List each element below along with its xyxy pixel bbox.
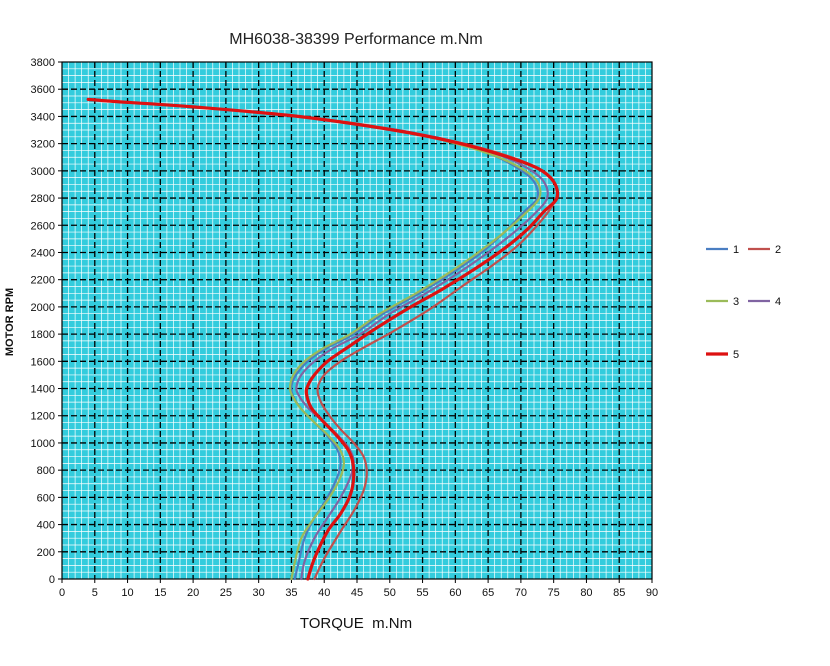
y-tick-label: 200	[37, 547, 55, 559]
major-grid	[62, 62, 652, 579]
y-tick-label: 2200	[31, 275, 55, 287]
series-line-5	[86, 97, 560, 581]
y-tick-label: 3000	[31, 166, 55, 178]
legend: 1 2 3 4 5	[706, 244, 781, 361]
y-tick-label: 600	[37, 492, 55, 504]
x-tick-label: 60	[449, 587, 461, 599]
x-axis-ticks: 0 5 10 15 20 25 30 35 40 45 50 55 60 65 70 75 80 85 90	[59, 579, 658, 599]
x-tick-label: 50	[384, 587, 396, 599]
y-tick-label: 1800	[31, 329, 55, 341]
x-tick-label: 20	[187, 587, 199, 599]
legend-label-1: 1	[733, 244, 739, 256]
y-tick-label: 1000	[31, 438, 55, 450]
x-tick-label: 70	[515, 587, 527, 599]
x-tick-label: 80	[580, 587, 592, 599]
y-axis-label: MOTOR RPM	[4, 288, 16, 356]
chart-title: MH6038-38399 Performance m.Nm	[229, 31, 482, 48]
x-tick-label: 45	[351, 587, 363, 599]
x-tick-label: 35	[285, 587, 297, 599]
x-tick-label: 30	[253, 587, 265, 599]
x-tick-label: 15	[154, 587, 166, 599]
y-tick-label: 1200	[31, 411, 55, 423]
y-tick-label: 400	[37, 520, 55, 532]
y-tick-label: 3600	[31, 84, 55, 96]
y-tick-label: 3400	[31, 111, 55, 123]
legend-label-2: 2	[775, 244, 781, 256]
y-tick-label: 3800	[31, 57, 55, 69]
legend-label-4: 4	[775, 296, 781, 308]
legend-label-5: 5	[733, 349, 739, 361]
x-tick-label: 65	[482, 587, 494, 599]
series-layer	[86, 97, 560, 581]
x-axis-label: TORQUE m.Nm	[300, 615, 412, 632]
y-tick-label: 2800	[31, 193, 55, 205]
legend-label-3: 3	[733, 296, 739, 308]
y-axis-ticks: 0 200 400 600 800 1000 1200 1400 1600 1800 2000 220…	[31, 57, 62, 586]
y-tick-label: 1400	[31, 384, 55, 396]
y-tick-label: 2000	[31, 302, 55, 314]
x-tick-label: 55	[416, 587, 428, 599]
x-tick-label: 25	[220, 587, 232, 599]
y-tick-label: 2400	[31, 247, 55, 259]
x-tick-label: 5	[92, 587, 98, 599]
y-tick-label: 1600	[31, 356, 55, 368]
x-tick-label: 90	[646, 587, 658, 599]
y-tick-label: 3200	[31, 139, 55, 151]
x-tick-label: 75	[548, 587, 560, 599]
x-tick-label: 85	[613, 587, 625, 599]
y-tick-label: 0	[49, 574, 55, 586]
x-tick-label: 10	[121, 587, 133, 599]
x-tick-label: 0	[59, 587, 65, 599]
x-tick-label: 40	[318, 587, 330, 599]
y-tick-label: 800	[37, 465, 55, 477]
y-tick-label: 2600	[31, 220, 55, 232]
